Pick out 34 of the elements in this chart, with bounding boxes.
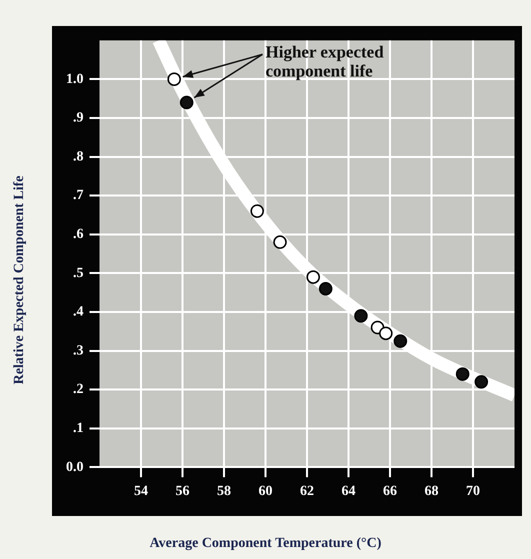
point (250, 204, 264, 218)
y-tick-label: .2 (73, 382, 84, 398)
point (180, 96, 194, 110)
x-axis-title: Average Component Temperature (°C) (148, 536, 382, 552)
y-tick-label: .5 (73, 266, 84, 281)
x-tick-label: 64 (342, 484, 356, 500)
x-tick-label: 54 (134, 484, 148, 500)
x-tick-label: 68 (424, 484, 438, 500)
point (167, 72, 181, 86)
point (474, 375, 488, 389)
y-tick-label: .9 (73, 110, 84, 126)
x-tick-label: 66 (383, 484, 397, 500)
y-tick-label: .6 (73, 227, 84, 242)
y-axis-title: Relative Expected Component Life (12, 174, 28, 386)
annotation: Higher expected component life (266, 42, 384, 80)
x-tick-label: 58 (217, 484, 231, 500)
point (306, 270, 320, 284)
x-tick-label: 62 (300, 484, 314, 500)
point (318, 282, 332, 296)
x-tick-label: 56 (176, 484, 190, 500)
y-tick-label: .7 (73, 188, 84, 204)
y-tick-label: .4 (73, 304, 84, 320)
y-tick-label: 1.0 (66, 72, 84, 87)
x-tick-label: 70 (466, 484, 480, 500)
x-tick-label: 60 (258, 484, 272, 500)
point (354, 309, 368, 323)
point (456, 367, 470, 381)
point (394, 334, 408, 348)
point (379, 326, 393, 340)
y-tick-label: .1 (73, 421, 84, 436)
y-tick-label: 0.0 (66, 460, 84, 475)
point (273, 235, 287, 249)
y-tick-label: .3 (73, 343, 84, 358)
y-tick-label: .8 (73, 149, 84, 164)
